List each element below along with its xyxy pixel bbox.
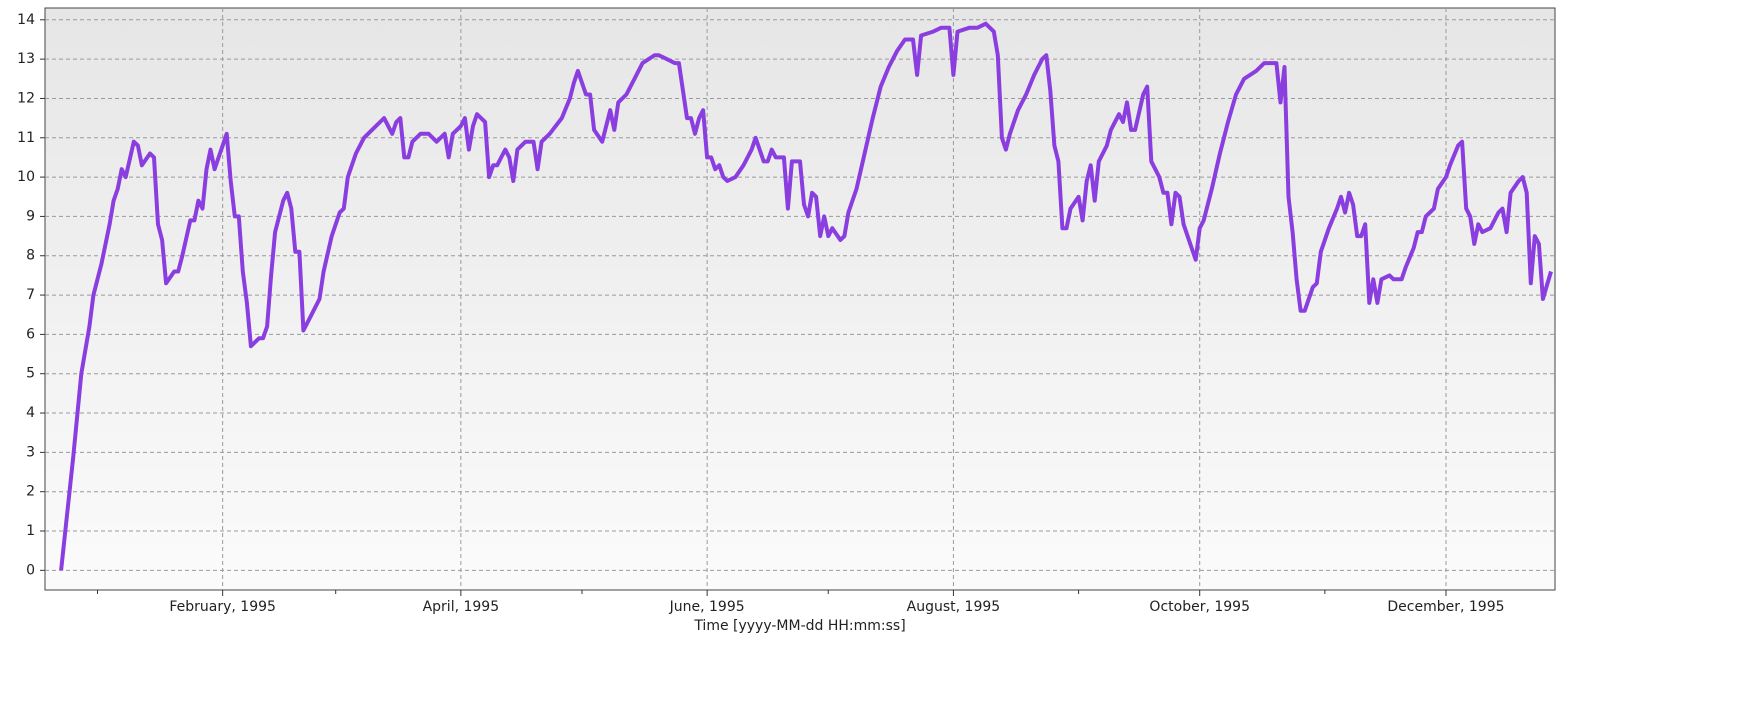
x-tick-label: February, 1995 xyxy=(169,599,276,615)
plot-area xyxy=(44,7,1556,591)
y-tick-label: 3 xyxy=(26,444,35,460)
x-tick-label: April, 1995 xyxy=(423,599,500,615)
y-tick-label: 10 xyxy=(17,169,35,185)
y-tick-label: 13 xyxy=(17,51,35,67)
y-tick-label: 7 xyxy=(26,287,35,303)
y-tick-label: 11 xyxy=(17,130,35,146)
y-tick-label: 2 xyxy=(26,484,35,500)
x-axis-title: Time [yyyy-MM-dd HH:mm:ss] xyxy=(693,618,905,634)
y-tick-label: 6 xyxy=(26,326,35,342)
y-tick-label: 4 xyxy=(26,405,35,421)
y-tick-label: 5 xyxy=(26,366,35,382)
line-series xyxy=(59,21,1553,571)
y-tick-label: 0 xyxy=(26,562,35,578)
x-tick-label: October, 1995 xyxy=(1149,599,1250,615)
x-tick-label: June, 1995 xyxy=(669,599,745,615)
x-tick-label: August, 1995 xyxy=(907,599,1001,615)
y-tick-label: 12 xyxy=(17,90,35,106)
y-tick-label: 8 xyxy=(26,248,35,264)
y-tick-label: 9 xyxy=(26,208,35,224)
y-tick-label: 14 xyxy=(17,12,35,28)
y-tick-label: 1 xyxy=(26,523,35,539)
x-tick-label: December, 1995 xyxy=(1387,599,1504,615)
